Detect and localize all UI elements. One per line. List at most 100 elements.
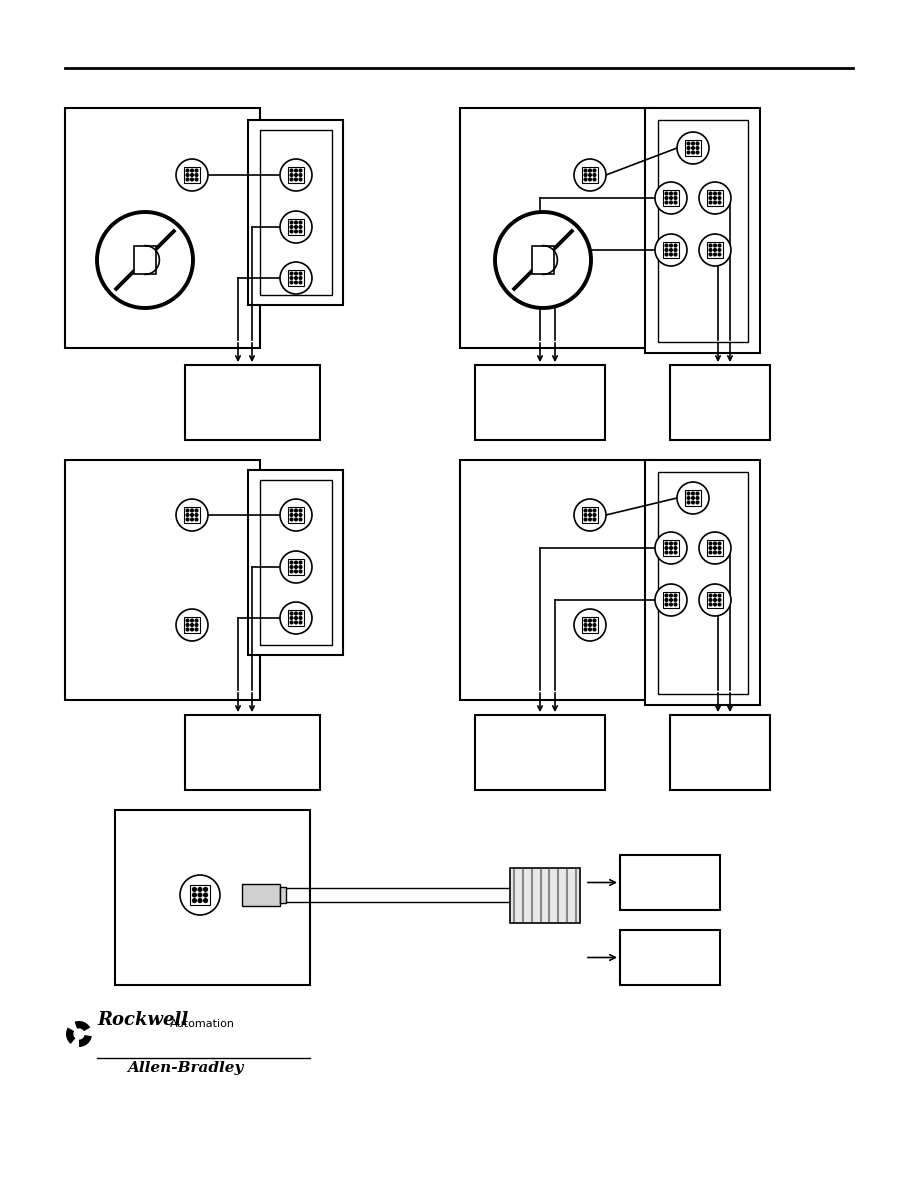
Circle shape xyxy=(588,169,592,172)
Bar xyxy=(248,120,343,305)
Circle shape xyxy=(298,508,303,512)
Bar xyxy=(288,507,304,523)
Circle shape xyxy=(584,518,588,522)
Circle shape xyxy=(709,598,712,602)
Circle shape xyxy=(584,169,588,172)
Bar xyxy=(184,507,200,523)
Circle shape xyxy=(709,252,712,257)
Circle shape xyxy=(669,191,673,196)
Wedge shape xyxy=(79,1034,92,1047)
Circle shape xyxy=(584,619,588,623)
Circle shape xyxy=(574,499,606,531)
Circle shape xyxy=(709,550,712,555)
Bar xyxy=(510,867,580,923)
Circle shape xyxy=(674,244,677,247)
Circle shape xyxy=(192,892,197,898)
Circle shape xyxy=(691,492,695,495)
Bar xyxy=(663,592,679,608)
Circle shape xyxy=(280,499,312,531)
Bar xyxy=(582,166,599,183)
Circle shape xyxy=(185,513,190,517)
Circle shape xyxy=(709,546,712,550)
Circle shape xyxy=(289,565,294,569)
Circle shape xyxy=(674,191,677,196)
Circle shape xyxy=(677,482,709,514)
Circle shape xyxy=(289,615,294,620)
Circle shape xyxy=(592,169,597,172)
Circle shape xyxy=(674,602,677,607)
Circle shape xyxy=(195,177,198,182)
Circle shape xyxy=(298,620,303,625)
Circle shape xyxy=(717,594,722,598)
Circle shape xyxy=(298,565,303,569)
Circle shape xyxy=(665,602,668,607)
Circle shape xyxy=(588,508,592,512)
Bar xyxy=(582,617,599,633)
Circle shape xyxy=(289,513,294,517)
Circle shape xyxy=(687,141,690,146)
Circle shape xyxy=(655,584,687,617)
Circle shape xyxy=(691,500,695,505)
Circle shape xyxy=(176,499,208,531)
Circle shape xyxy=(298,569,303,574)
Circle shape xyxy=(280,159,312,191)
Circle shape xyxy=(713,598,717,602)
Circle shape xyxy=(655,532,687,564)
Circle shape xyxy=(190,619,194,623)
Circle shape xyxy=(717,244,722,247)
Circle shape xyxy=(669,248,673,252)
Bar xyxy=(707,539,723,556)
Bar xyxy=(260,129,332,295)
Bar xyxy=(288,270,304,286)
Bar xyxy=(280,887,285,903)
Circle shape xyxy=(190,627,194,632)
Bar xyxy=(707,592,723,608)
Circle shape xyxy=(195,169,198,172)
Wedge shape xyxy=(74,1020,90,1034)
Circle shape xyxy=(294,225,298,229)
Circle shape xyxy=(289,508,294,512)
Circle shape xyxy=(195,173,198,177)
Circle shape xyxy=(195,513,198,517)
Circle shape xyxy=(294,569,298,574)
Circle shape xyxy=(709,196,712,200)
Circle shape xyxy=(691,141,695,146)
Bar xyxy=(670,715,770,790)
Circle shape xyxy=(195,623,198,627)
Circle shape xyxy=(669,244,673,247)
Circle shape xyxy=(280,211,312,244)
Circle shape xyxy=(197,892,203,898)
Circle shape xyxy=(717,546,722,550)
Circle shape xyxy=(713,550,717,555)
Circle shape xyxy=(687,495,690,500)
Bar xyxy=(115,810,310,985)
Circle shape xyxy=(190,623,194,627)
Circle shape xyxy=(294,565,298,569)
Circle shape xyxy=(709,201,712,204)
Circle shape xyxy=(289,221,294,225)
Circle shape xyxy=(294,513,298,517)
Circle shape xyxy=(696,500,700,505)
Circle shape xyxy=(195,619,198,623)
Bar xyxy=(707,190,723,207)
Circle shape xyxy=(713,196,717,200)
Bar xyxy=(685,140,701,156)
Circle shape xyxy=(687,500,690,505)
Bar xyxy=(645,460,760,704)
Circle shape xyxy=(713,201,717,204)
Circle shape xyxy=(592,173,597,177)
Bar xyxy=(288,609,304,626)
Circle shape xyxy=(190,173,194,177)
Circle shape xyxy=(691,146,695,150)
Circle shape xyxy=(665,244,668,247)
Circle shape xyxy=(298,561,303,564)
Circle shape xyxy=(289,518,294,522)
Circle shape xyxy=(289,271,294,276)
Circle shape xyxy=(190,518,194,522)
Circle shape xyxy=(674,546,677,550)
Circle shape xyxy=(687,146,690,150)
Circle shape xyxy=(669,252,673,257)
Circle shape xyxy=(298,513,303,517)
Circle shape xyxy=(699,182,731,214)
Circle shape xyxy=(289,177,294,182)
